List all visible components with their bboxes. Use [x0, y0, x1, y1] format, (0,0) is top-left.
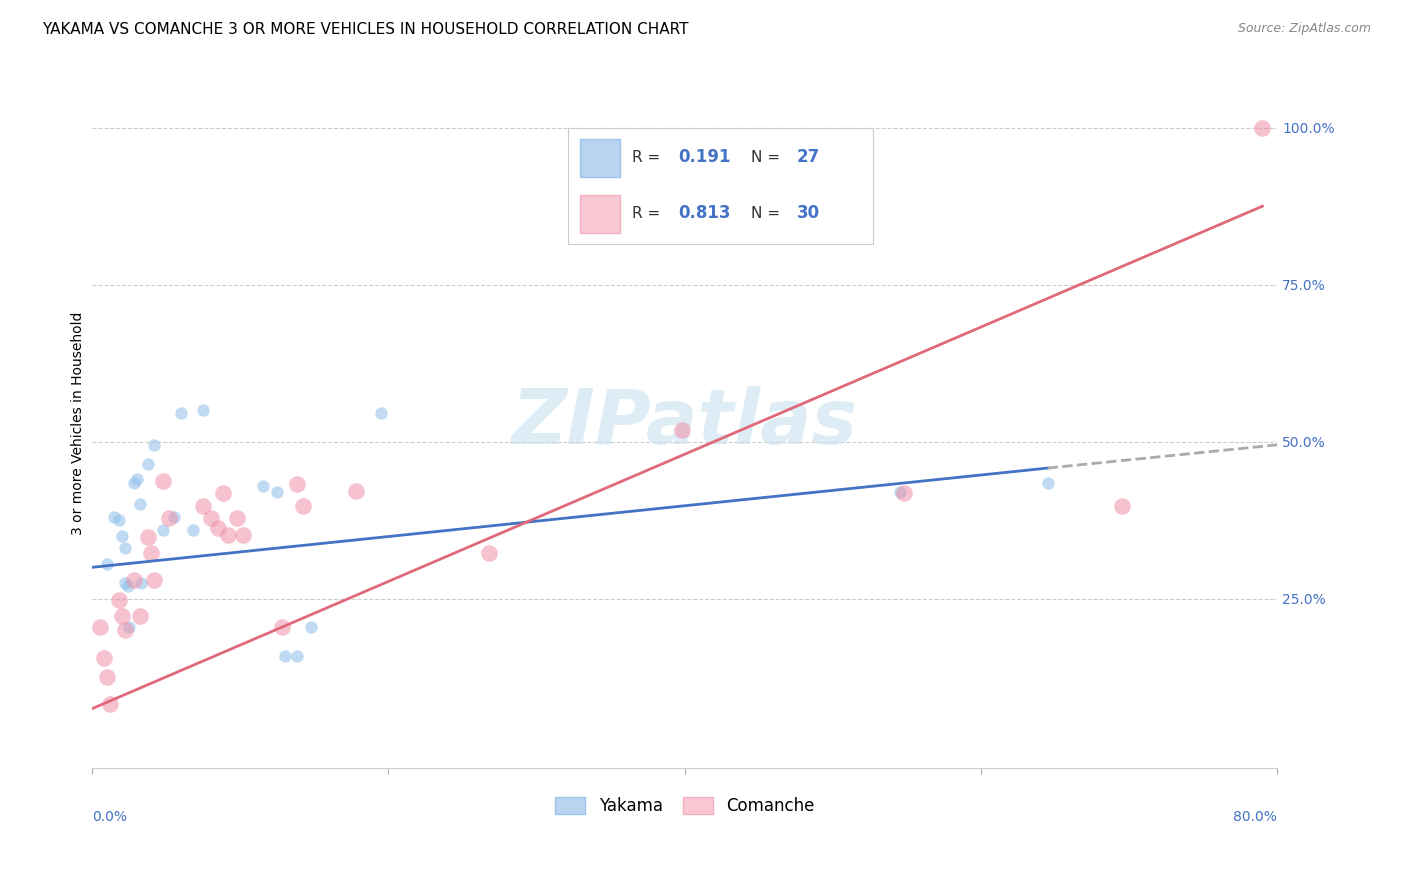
Text: N =: N = — [751, 150, 785, 165]
Point — [1036, 475, 1059, 490]
Point — [217, 527, 239, 541]
Text: 80.0%: 80.0% — [1233, 810, 1277, 823]
Text: 27: 27 — [797, 148, 820, 167]
Y-axis label: 3 or more Vehicles in Household: 3 or more Vehicles in Household — [72, 311, 86, 534]
Point — [893, 486, 915, 500]
Text: 30: 30 — [797, 204, 820, 222]
Point — [96, 557, 118, 571]
Point — [344, 483, 367, 498]
FancyBboxPatch shape — [581, 139, 620, 177]
Text: 0.0%: 0.0% — [93, 810, 127, 823]
Point — [889, 484, 911, 499]
Point — [207, 521, 229, 535]
Point — [122, 573, 145, 587]
FancyBboxPatch shape — [581, 195, 620, 233]
Text: N =: N = — [751, 206, 785, 221]
Point — [211, 486, 233, 500]
Point — [98, 697, 121, 711]
Point — [266, 484, 288, 499]
Point — [129, 576, 152, 591]
Point — [96, 670, 118, 684]
Point — [1111, 499, 1133, 513]
Point — [114, 541, 136, 556]
Point — [181, 523, 204, 537]
Point — [200, 511, 222, 525]
Point — [114, 623, 136, 637]
Point — [143, 438, 166, 452]
Point — [108, 513, 131, 527]
Point — [138, 457, 160, 471]
Point — [163, 510, 186, 524]
Point — [232, 527, 254, 541]
Point — [193, 499, 215, 513]
Text: R =: R = — [633, 150, 665, 165]
Point — [111, 609, 134, 624]
Point — [118, 620, 141, 634]
Point — [152, 474, 174, 488]
Point — [89, 620, 111, 634]
Point — [141, 546, 163, 560]
Point — [103, 510, 125, 524]
Point — [252, 478, 274, 492]
Point — [125, 472, 148, 486]
Point — [108, 593, 131, 607]
Text: 0.813: 0.813 — [678, 204, 730, 222]
Point — [285, 649, 308, 664]
Text: 0.191: 0.191 — [678, 148, 730, 167]
Point — [193, 403, 215, 417]
Point — [152, 523, 174, 537]
Point — [128, 609, 150, 624]
Point — [128, 498, 150, 512]
Point — [111, 529, 134, 543]
Point — [671, 424, 693, 438]
Point — [114, 576, 136, 591]
Text: Source: ZipAtlas.com: Source: ZipAtlas.com — [1237, 22, 1371, 36]
Point — [291, 499, 314, 513]
Point — [117, 579, 139, 593]
Point — [170, 406, 193, 420]
Legend: Yakama, Comanche: Yakama, Comanche — [548, 790, 821, 822]
Point — [478, 546, 501, 560]
Point — [1251, 120, 1274, 135]
Point — [93, 651, 115, 665]
Point — [143, 573, 166, 587]
Point — [274, 649, 297, 664]
Point — [226, 511, 249, 525]
Text: YAKAMA VS COMANCHE 3 OR MORE VEHICLES IN HOUSEHOLD CORRELATION CHART: YAKAMA VS COMANCHE 3 OR MORE VEHICLES IN… — [42, 22, 689, 37]
Point — [299, 620, 322, 634]
Text: ZIPatlas: ZIPatlas — [512, 386, 858, 460]
Text: R =: R = — [633, 206, 665, 221]
Point — [270, 620, 292, 634]
Point — [122, 475, 145, 490]
Point — [370, 406, 392, 420]
Point — [157, 511, 180, 525]
Point — [285, 477, 308, 491]
Point — [138, 530, 160, 544]
